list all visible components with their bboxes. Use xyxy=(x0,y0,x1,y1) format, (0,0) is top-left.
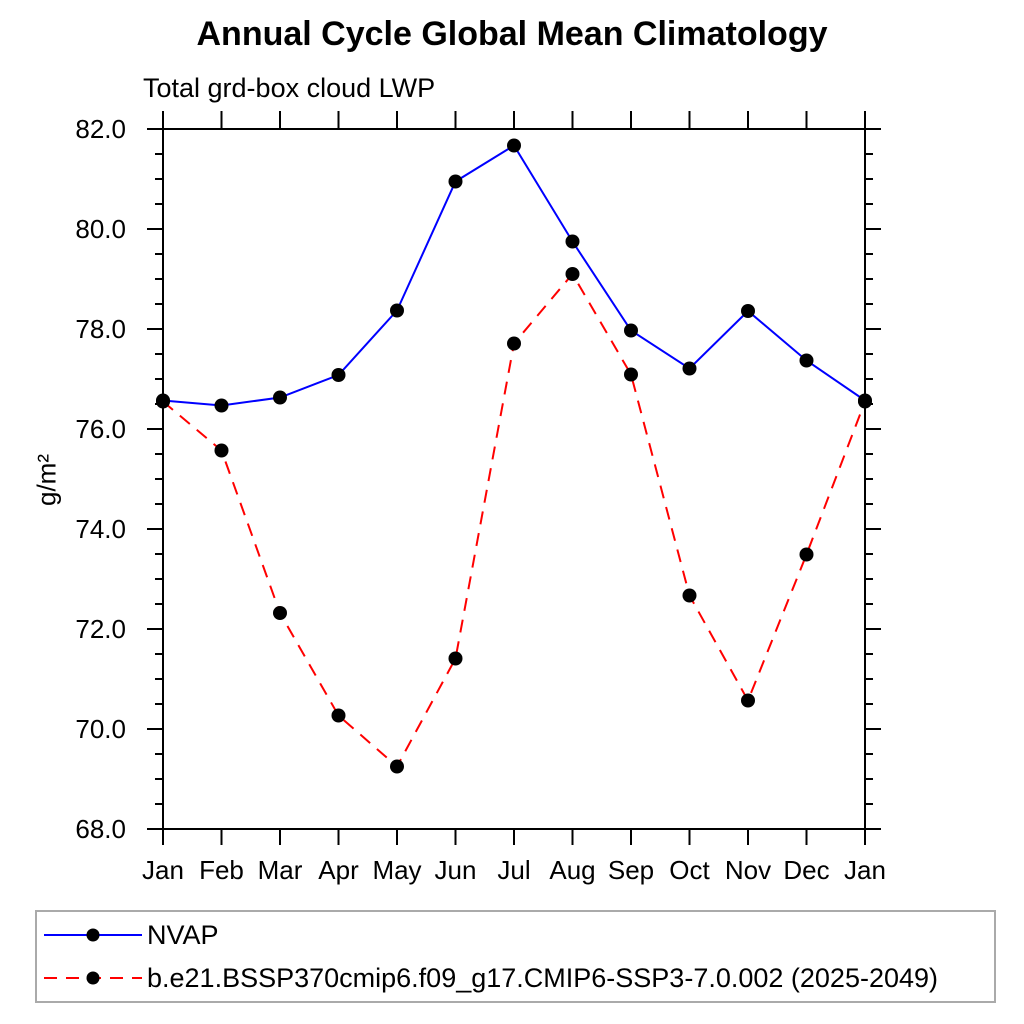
data-point-marker xyxy=(799,547,814,562)
series-line-0 xyxy=(162,144,866,407)
data-point-marker xyxy=(390,759,404,774)
data-point-marker xyxy=(565,267,580,281)
legend-line-sample-dashed xyxy=(44,971,142,985)
x-axis-ticks xyxy=(162,111,866,845)
legend-line-sample-solid xyxy=(44,928,142,942)
data-point-marker xyxy=(156,394,170,409)
chart-title: Annual Cycle Global Mean Climatology xyxy=(196,15,828,53)
x-tick-label: Jul xyxy=(497,855,530,885)
x-tick-label: Nov xyxy=(725,855,771,885)
x-tick-label: Apr xyxy=(318,855,359,885)
legend-label: b.e21.BSSP370cmip6.f09_g17.CMIP6-SSP3-7.… xyxy=(147,963,939,993)
legend-sample-marker xyxy=(86,971,100,985)
x-tick-label: Sep xyxy=(608,855,654,885)
y-axis-ticks xyxy=(147,128,881,830)
data-point-marker xyxy=(507,336,521,351)
x-tick-label: Jun xyxy=(435,855,477,885)
legend-label: NVAP xyxy=(147,920,219,950)
plot-frame xyxy=(162,128,866,830)
data-point-marker xyxy=(331,708,346,723)
x-tick-label: Oct xyxy=(669,855,710,885)
x-tick-label: Mar xyxy=(258,855,303,885)
legend-sample-marker xyxy=(86,928,100,942)
x-tick-label: May xyxy=(372,855,421,885)
data-point-marker xyxy=(682,588,697,603)
data-point-marker xyxy=(448,651,463,666)
data-point-marker xyxy=(799,353,814,368)
data-point-marker xyxy=(273,390,287,405)
data-point-marker xyxy=(390,303,404,318)
y-axis-tick-labels: 68.0 70.0 72.0 74.0 76.0 78.0 80.0 82.0 xyxy=(75,114,126,844)
y-tick-label: 70.0 xyxy=(75,714,126,744)
x-tick-label: Jan xyxy=(844,855,886,885)
y-tick-label: 72.0 xyxy=(75,614,126,644)
data-point-marker xyxy=(565,234,580,249)
data-point-marker xyxy=(214,443,229,458)
x-tick-label: Dec xyxy=(783,855,829,885)
x-axis-tick-labels: Jan Feb Mar Apr May Jun Jul Aug Sep Oct Nov Dec Jan xyxy=(142,855,886,885)
legend: NVAP b.e21.BSSP370cmip6.f09_g17.CMIP6-SS… xyxy=(35,910,996,1003)
data-point-marker xyxy=(624,323,638,338)
data-point-marker xyxy=(741,304,755,318)
data-point-marker xyxy=(273,606,287,620)
chart-subtitle: Total grd-box cloud LWP xyxy=(143,73,436,103)
y-tick-label: 82.0 xyxy=(75,114,126,144)
legend-entry-nvap: NVAP xyxy=(41,920,219,950)
data-point-marker xyxy=(448,174,463,189)
y-tick-label: 74.0 xyxy=(75,514,126,544)
y-tick-label: 78.0 xyxy=(75,314,126,344)
y-tick-label: 80.0 xyxy=(75,214,126,244)
x-tick-label: Jan xyxy=(142,855,184,885)
data-point-marker xyxy=(741,693,755,708)
data-point-marker xyxy=(214,398,229,413)
x-tick-label: Aug xyxy=(549,855,595,885)
x-tick-label: Feb xyxy=(199,855,244,885)
y-tick-label: 68.0 xyxy=(75,814,126,844)
legend-entry-model: b.e21.BSSP370cmip6.f09_g17.CMIP6-SSP3-7.… xyxy=(41,963,938,993)
data-point-marker xyxy=(331,368,346,382)
data-point-marker xyxy=(624,367,638,382)
y-tick-label: 76.0 xyxy=(75,414,126,444)
data-point-marker xyxy=(858,394,872,409)
data-point-marker xyxy=(507,138,521,153)
data-point-marker xyxy=(682,361,697,376)
